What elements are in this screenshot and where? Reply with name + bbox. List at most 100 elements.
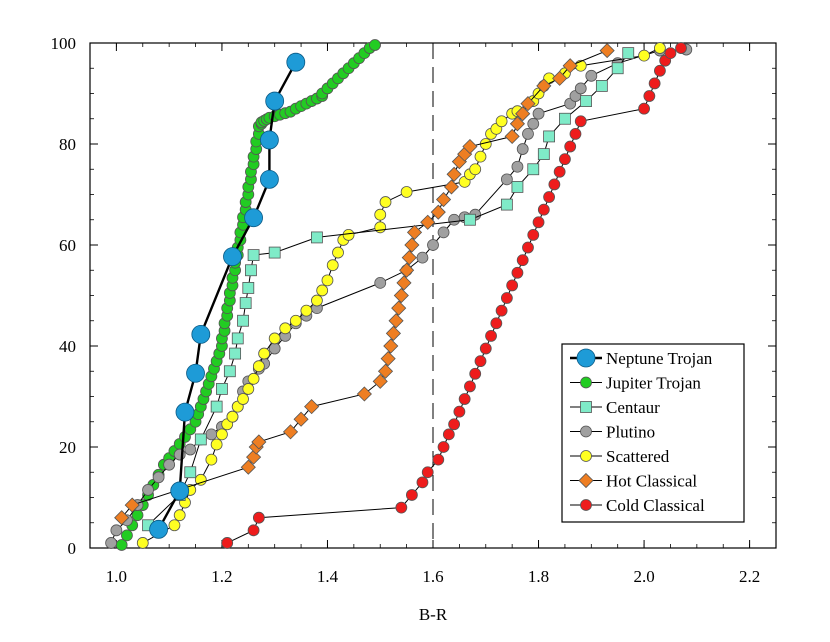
centaur-point [242,282,255,294]
scattered-point [342,228,355,241]
cold-classical-point [506,279,519,292]
cold-classical-point [474,355,487,368]
x-tick-label: 1.2 [211,567,232,586]
centaur-point [239,297,252,309]
scattered-point [289,314,302,327]
neptune-trojan-point [149,519,169,539]
legend-marker [580,401,592,413]
centaur-point [537,148,550,161]
hot-classical-point [435,191,452,208]
legend-item-jupiter-trojan: Jupiter Trojan [570,374,701,393]
scattered-point [279,322,292,335]
hot-classical-point [562,58,578,74]
cold-classical-point [638,102,650,115]
hot-classical-point [304,399,320,415]
cold-classical-point [569,127,582,140]
plutino-point [142,484,154,496]
plutino-point [527,117,540,130]
scattered-point [332,246,344,259]
scattered-point [326,259,339,272]
scattered-point [205,453,218,466]
hot-classical-point [399,262,415,278]
cold-classical-point [247,524,260,537]
centaur-point [580,95,592,107]
x-tick-label: 1.4 [317,567,339,586]
y-tick-label: 0 [68,539,77,558]
centaur-point [223,365,236,378]
hot-classical-point [420,214,436,230]
plutino-point [184,443,197,456]
legend-item-cold-classical: Cold Classical [570,496,705,515]
neptune-trojan-point [265,91,285,111]
plutino-point [516,143,529,155]
cold-classical-point [522,241,534,254]
cold-classical-point [664,47,677,59]
series-scattered [136,42,666,549]
legend-marker [580,499,592,511]
hot-classical-point [509,116,525,132]
hot-classical-point [401,250,417,266]
neptune-trojan-point [223,247,242,267]
legend-item-neptune-trojan: Neptune Trojan [570,348,713,368]
scattered-point [374,208,387,221]
plutino-point [585,69,598,82]
plutino-point [500,173,513,186]
legend-label: Centaur [606,398,660,417]
axes: 1.0 1.2 1.4 1.6 1.8 2.0 2.2 0 20 40 60 80 100 [51,34,777,586]
cold-classical-point [252,511,265,524]
centaur-point [245,264,257,277]
legend-marker [580,450,592,462]
x-tick-label: 1.6 [422,567,443,586]
series-hot-classical [114,43,615,526]
x-tick-label: 1.0 [106,567,127,586]
hot-classical-point [240,459,256,475]
cold-classical-point [532,216,545,229]
cold-classical-point [464,380,476,393]
plutino-point [105,537,118,549]
scattered-point [495,115,508,128]
centaur-point [237,314,249,327]
neptune-trojan-point [286,52,306,72]
hot-classical-point [385,325,401,341]
scattered-point [469,163,482,176]
neptune-trojan-point [175,402,195,422]
hot-classical-point [599,43,615,59]
cold-classical-point [437,441,450,453]
scattered-point [237,393,249,405]
cold-classical-point [654,64,666,77]
series-cold-classical [221,42,687,549]
centaur-point [216,383,228,395]
cold-classical-point [395,501,408,514]
hot-classical-point [393,287,409,304]
legend-item-hot-classical: Hot Classical [570,472,697,491]
plutino-point [416,251,429,264]
cold-classical-point [453,405,466,418]
hot-classical-point [251,434,267,450]
scattered-point [268,332,281,345]
jupiter-trojan-point [115,539,128,551]
scattered-point [173,509,186,522]
plutino-point [574,82,587,95]
cold-classical-point [432,453,445,466]
cold-classical-point [564,140,577,153]
hot-classical-point [282,424,299,440]
series-neptune-trojan [149,52,306,539]
scattered-point [316,284,329,297]
series-centaur [142,47,635,532]
legend-marker [580,376,592,389]
legend: Neptune Trojan Jupiter Trojan Centaur Pluti… [561,343,745,523]
cold-classical-point [405,489,418,501]
plutino-point [427,239,439,251]
series-layer [105,39,693,551]
cold-classical-point [490,317,503,330]
y-tick-label: 80 [59,135,76,154]
neptune-trojan-point [170,481,190,501]
plutino-point [511,160,524,173]
hot-classical-point [356,386,372,402]
y-tick-label: 20 [59,438,76,457]
centaur-point [464,213,476,226]
cold-classical-point [495,304,508,317]
scattered-point [226,410,239,423]
cold-classical-point [516,254,529,267]
